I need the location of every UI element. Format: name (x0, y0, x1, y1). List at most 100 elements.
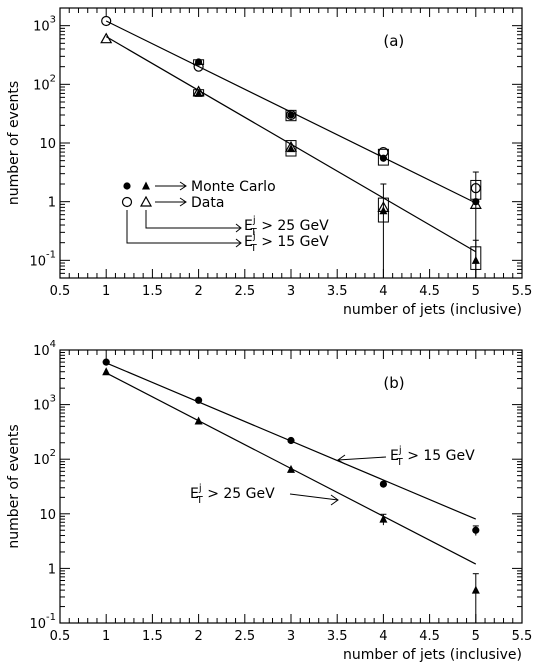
y-axis-label: number of events (6, 424, 22, 548)
y-tick-exponent: -1 (46, 249, 56, 260)
legend-arrowhead (179, 197, 187, 207)
et-superscript: j (198, 483, 202, 494)
et-symbol: E (244, 218, 253, 234)
data-point (100, 32, 113, 44)
y-axis-label: number of events (6, 81, 22, 205)
legend-arrowhead (235, 238, 242, 248)
x-tick-label: 2 (194, 629, 202, 644)
et-cut-text: > 25 GeV (257, 218, 329, 234)
x-axis-label: number of jets (inclusive) (343, 302, 522, 318)
annotation-arrowhead (337, 454, 346, 465)
annotation-arrow-15 (337, 456, 387, 461)
x-tick-label: 2.5 (234, 629, 255, 644)
y-tick-base: 10 (39, 137, 56, 152)
panel-a: 0.5 1 1.5 2 2.5 3 3.5 4 4.5 5 5.510-1110102103numb… (6, 7, 533, 318)
y-tick-label: 1 (48, 196, 56, 211)
legend-et-15: Ej T > 15 GeV (244, 231, 329, 254)
data-point (101, 15, 112, 27)
data-point (195, 396, 203, 404)
y-tick-base: 10 (33, 20, 50, 35)
data-point (287, 111, 295, 119)
x-tick-label: 2 (194, 284, 202, 299)
y-tick-label: 10 (39, 137, 56, 152)
y-tick-base: 1 (48, 562, 56, 577)
et-symbol: E (190, 486, 199, 502)
y-tick-label: 103 (33, 394, 56, 414)
y-tick-exponent: -1 (46, 612, 56, 623)
et-subscript: T (196, 495, 204, 506)
data-point (287, 144, 295, 153)
x-tick-label: 3 (287, 629, 295, 644)
x-tick-label: 2.5 (234, 284, 255, 299)
y-tick-base: 10 (33, 78, 50, 93)
annotation-arrow-25 (289, 493, 339, 501)
et-cut-text: > 15 GeV (403, 448, 475, 464)
x-tick-label: 0.5 (50, 629, 71, 644)
data-point (379, 154, 387, 162)
x-tick-label: 3.5 (327, 284, 348, 299)
x-tick-label: 3 (287, 284, 295, 299)
data-point (287, 464, 295, 473)
et-subscript: T (250, 227, 258, 238)
et-superscript: j (252, 231, 256, 242)
y-tick-exponent: 3 (50, 15, 56, 26)
et-superscript: j (252, 215, 256, 226)
x-tick-label: 4.5 (419, 284, 440, 299)
legend-connector-25 (145, 210, 241, 229)
data-point (472, 526, 480, 534)
data-point (379, 514, 388, 523)
x-axis-label: number of jets (inclusive) (343, 647, 522, 663)
y-tick-label: 10-1 (29, 612, 56, 632)
et-subscript: T (396, 457, 404, 468)
systematic-box (285, 109, 297, 122)
annotation-et-25: Ej T > 25 GeV (190, 483, 275, 506)
y-tick-label: 103 (33, 15, 56, 35)
x-tick-label: 4 (379, 284, 387, 299)
y-tick-base: 10 (29, 254, 46, 269)
y-tick-label: 102 (33, 73, 56, 93)
y-tick-base: 10 (33, 453, 50, 468)
systematic-box (285, 140, 297, 157)
y-tick-base: 1 (48, 196, 56, 211)
x-tick-label: 1.5 (142, 629, 163, 644)
y-tick-base: 10 (39, 508, 56, 523)
et-symbol: E (390, 448, 399, 464)
y-tick-label: 10-1 (29, 249, 56, 269)
x-tick-label: 4.5 (419, 629, 440, 644)
panel-b: 0.5 1 1.5 2 2.5 3 3.5 4 4.5 5 5.510-1110102103104n… (6, 339, 532, 663)
y-tick-label: 1 (48, 562, 56, 577)
y-tick-base: 10 (29, 617, 46, 632)
et-symbol: E (244, 234, 253, 250)
data-point (379, 480, 387, 488)
legend-marker-mc-circle (123, 182, 131, 190)
x-tick-label: 1.5 (142, 284, 163, 299)
legend-et-25: Ej T > 25 GeV (244, 215, 329, 238)
y-tick-exponent: 4 (50, 339, 56, 350)
legend-marker-data-triangle (139, 195, 153, 207)
x-tick-label: 1 (102, 284, 110, 299)
systematic-box (193, 89, 205, 97)
y-tick-exponent: 2 (50, 448, 56, 459)
x-tick-label: 0.5 (50, 284, 71, 299)
systematic-box (377, 148, 389, 166)
panel-label: (a) (383, 32, 404, 50)
y-tick-base: 10 (33, 344, 50, 359)
et-cut-text: > 25 GeV (203, 486, 275, 502)
data-point (194, 416, 203, 425)
et-cut-text: > 15 GeV (257, 234, 329, 250)
panel-label: (b) (383, 374, 404, 392)
y-tick-exponent: 3 (50, 394, 56, 405)
x-tick-label: 5.5 (512, 629, 533, 644)
legend-marker-mc-triangle (142, 181, 150, 190)
x-tick-label: 1 (102, 629, 110, 644)
data-point (287, 436, 295, 445)
plot-frame (59, 349, 523, 624)
legend-monte-carlo: Monte Carlo (191, 179, 276, 195)
data-point (194, 88, 203, 97)
legend-data: Data (191, 195, 224, 211)
x-tick-label: 5 (472, 284, 480, 299)
x-tick-label: 5.5 (512, 284, 533, 299)
legend-arrowhead (179, 181, 187, 191)
y-tick-label: 10 (39, 508, 56, 523)
